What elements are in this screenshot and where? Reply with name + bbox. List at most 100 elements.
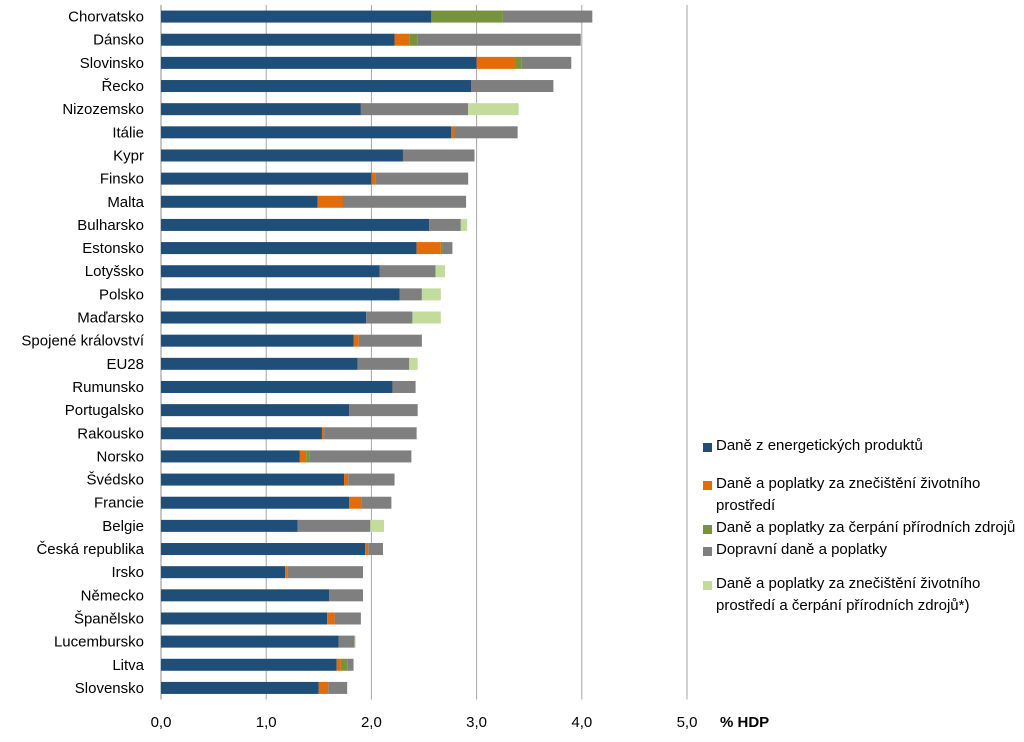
category-label: Rumunsko [72, 379, 144, 396]
legend-label: Daně z energetických produktů [716, 437, 923, 454]
bar-segment [161, 357, 358, 370]
bar-segment [416, 242, 441, 255]
category-label: Portugalsko [65, 402, 144, 419]
category-label: Slovinsko [80, 55, 144, 72]
bar-segment [161, 311, 367, 324]
bar-segment [161, 242, 417, 255]
bar-segment [161, 80, 472, 93]
legend-swatch [703, 443, 712, 452]
category-label: Španělsko [74, 610, 144, 627]
bar-segment [287, 566, 363, 579]
bar-segment [161, 56, 477, 69]
bar-segment [161, 288, 400, 301]
bar-segment [340, 658, 348, 671]
bar-segment [161, 380, 393, 393]
bar-segment [161, 566, 286, 579]
bar-segment [161, 195, 318, 208]
bar-segment [161, 334, 354, 347]
category-label: Litva [112, 657, 144, 674]
bar-segment [161, 218, 430, 231]
legend-item: Daně a poplatky za znečištění životního … [703, 573, 1021, 617]
bar-segment [442, 242, 453, 255]
bar-segment [451, 126, 455, 139]
bar-segment [161, 612, 328, 625]
x-tick-labels: 0,0 1,0 2,0 3,0 4,0 5,0 % HDP [151, 714, 770, 731]
bar-segment [161, 427, 322, 440]
bar-segment [161, 658, 337, 671]
bar-segment [375, 172, 469, 185]
bar-segment [161, 450, 300, 463]
bar-segment [454, 126, 518, 139]
bar-segment [334, 612, 361, 625]
legend-label: Daně a poplatky za čerpání přírodních zd… [716, 519, 1016, 536]
category-label: Francie [94, 495, 144, 512]
bar-segment [161, 149, 403, 162]
bar-segment [338, 635, 355, 648]
bar-segment [399, 288, 422, 301]
category-label: Slovensko [75, 680, 144, 697]
bar-segment [412, 311, 441, 324]
bar-segment [161, 473, 345, 486]
bar-segment [161, 519, 298, 532]
category-label: Nizozemsko [62, 101, 144, 118]
bar-segment [421, 288, 441, 301]
bar-segment [440, 242, 443, 255]
legend-swatch [703, 581, 712, 590]
x-tick-label: 1,0 [256, 714, 277, 731]
bar-segment [353, 334, 359, 347]
category-label: Finsko [100, 171, 144, 188]
bar-segment [161, 543, 366, 556]
bar-segment [161, 635, 339, 648]
bar-segment [394, 33, 410, 46]
category-label: EU28 [106, 356, 144, 373]
category-label: Kypr [113, 147, 144, 164]
bar-segment [317, 195, 343, 208]
bar-segment [435, 265, 446, 278]
category-label: Lucembursko [54, 634, 144, 651]
bar-segment [324, 427, 417, 440]
legend: Daně z energetických produktů Daně a popl… [703, 435, 1021, 617]
bar-segment [318, 681, 329, 694]
category-label: Belgie [102, 518, 144, 535]
category-label: Spojené království [21, 333, 144, 350]
x-tick-label: 4,0 [571, 714, 592, 731]
bar-segment [460, 218, 468, 231]
bar-segment [285, 566, 288, 579]
bar-segment [365, 543, 369, 556]
category-label: Maďarsko [77, 310, 144, 327]
bar-segment [409, 357, 418, 370]
bar-segment [379, 265, 436, 278]
legend-label: Daně a poplatky za znečištění životního … [716, 575, 981, 614]
category-labels: Chorvatsko Dánsko Slovinsko Řecko Nizozemsko… [21, 9, 144, 697]
bar-segment [417, 33, 581, 46]
bar-segment [161, 126, 452, 139]
legend-swatch [703, 525, 712, 534]
bar-segment [358, 334, 422, 347]
bar-segment [361, 496, 392, 509]
bar-segment [402, 149, 475, 162]
legend-item: Daně z energetických produktů [703, 435, 1021, 457]
bar-segment [161, 404, 350, 417]
category-label: Norsko [96, 448, 144, 465]
bar-segment [357, 357, 410, 370]
category-label: Česká republika [36, 541, 144, 558]
bar-segment [502, 10, 593, 23]
bar-segment [161, 589, 330, 602]
bar-segment [347, 658, 354, 671]
bar-segment [468, 103, 519, 116]
bar-segment [515, 56, 522, 69]
bar-segment [299, 450, 307, 463]
gridlines [160, 5, 688, 700]
bar-segment [392, 380, 416, 393]
legend-item: Daně a poplatky za čerpání přírodních zd… [703, 517, 1021, 539]
bar-segment [360, 103, 469, 116]
x-tick-label: 0,0 [151, 714, 172, 731]
x-tick-label: 2,0 [361, 714, 382, 731]
category-label: Řecko [101, 78, 144, 95]
stacked-bar-chart: Chorvatsko Dánsko Slovinsko Řecko Nizozemsko… [21, 5, 770, 731]
legend-label: Daně a poplatky za znečištění životního … [716, 475, 981, 514]
bar-segment [161, 33, 395, 46]
category-label: Rakousko [77, 425, 144, 442]
bar-segment [371, 172, 376, 185]
bar-segment [476, 56, 516, 69]
